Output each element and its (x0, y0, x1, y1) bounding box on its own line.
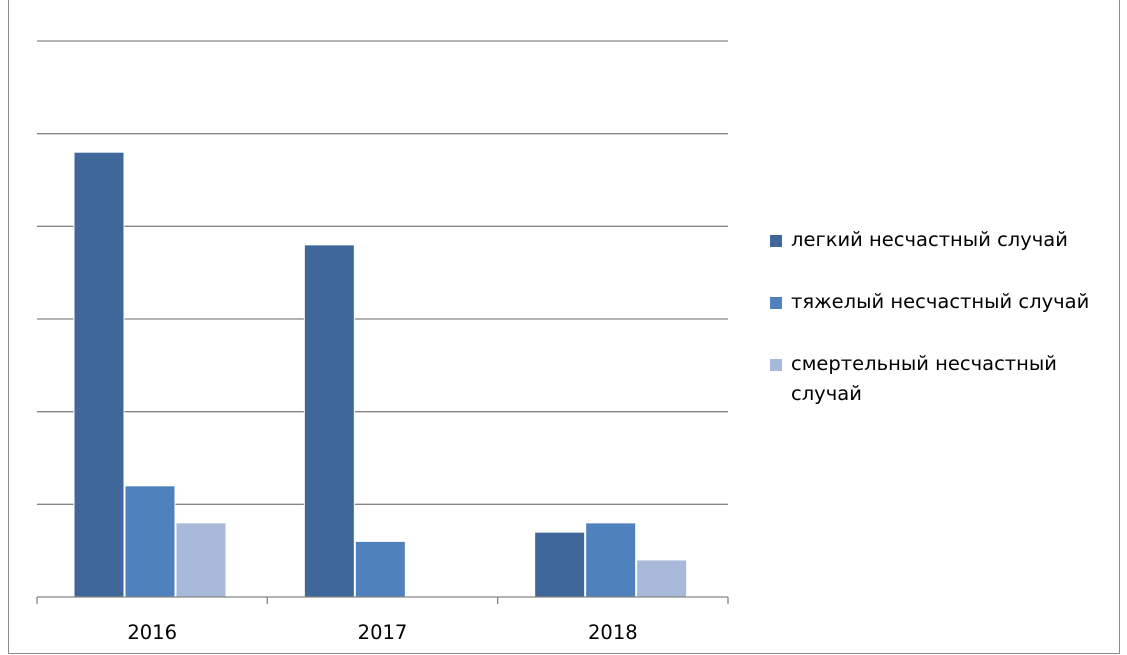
bar-2016-series-2 (175, 522, 227, 598)
legend-label-severe: тяжелый несчастный случай (791, 290, 1090, 313)
legend-swatch-light (770, 235, 782, 247)
legend-label-fatal: смертельный несчастный случай (791, 352, 1057, 405)
bars (73, 151, 688, 598)
legend-item-severe: тяжелый несчастный случай (770, 287, 1120, 317)
gridlines (37, 40, 728, 505)
x-tick-label-2018: 2018 (588, 621, 638, 644)
bar-2017-series-1 (354, 540, 406, 598)
legend: легкий несчастный случай тяжелый несчаст… (770, 225, 1120, 441)
x-tick-label-2016: 2016 (127, 621, 177, 644)
legend-item-fatal: смертельный несчастный случай (770, 349, 1120, 409)
legend-label-light: легкий несчастный случай (791, 228, 1068, 251)
bar-2018-series-2 (636, 559, 688, 598)
bar-2016-series-0 (73, 151, 125, 598)
x-axis: 2016 2017 2018 (36, 596, 729, 644)
bar-2016-series-1 (124, 485, 176, 598)
bar-2018-series-0 (534, 531, 586, 598)
x-tick-label-2017: 2017 (358, 621, 408, 644)
legend-item-light: легкий несчастный случай (770, 225, 1120, 255)
legend-swatch-fatal (770, 359, 782, 371)
bar-2017-series-0 (303, 244, 355, 598)
legend-swatch-severe (770, 297, 782, 309)
bar-2018-series-1 (585, 522, 637, 598)
